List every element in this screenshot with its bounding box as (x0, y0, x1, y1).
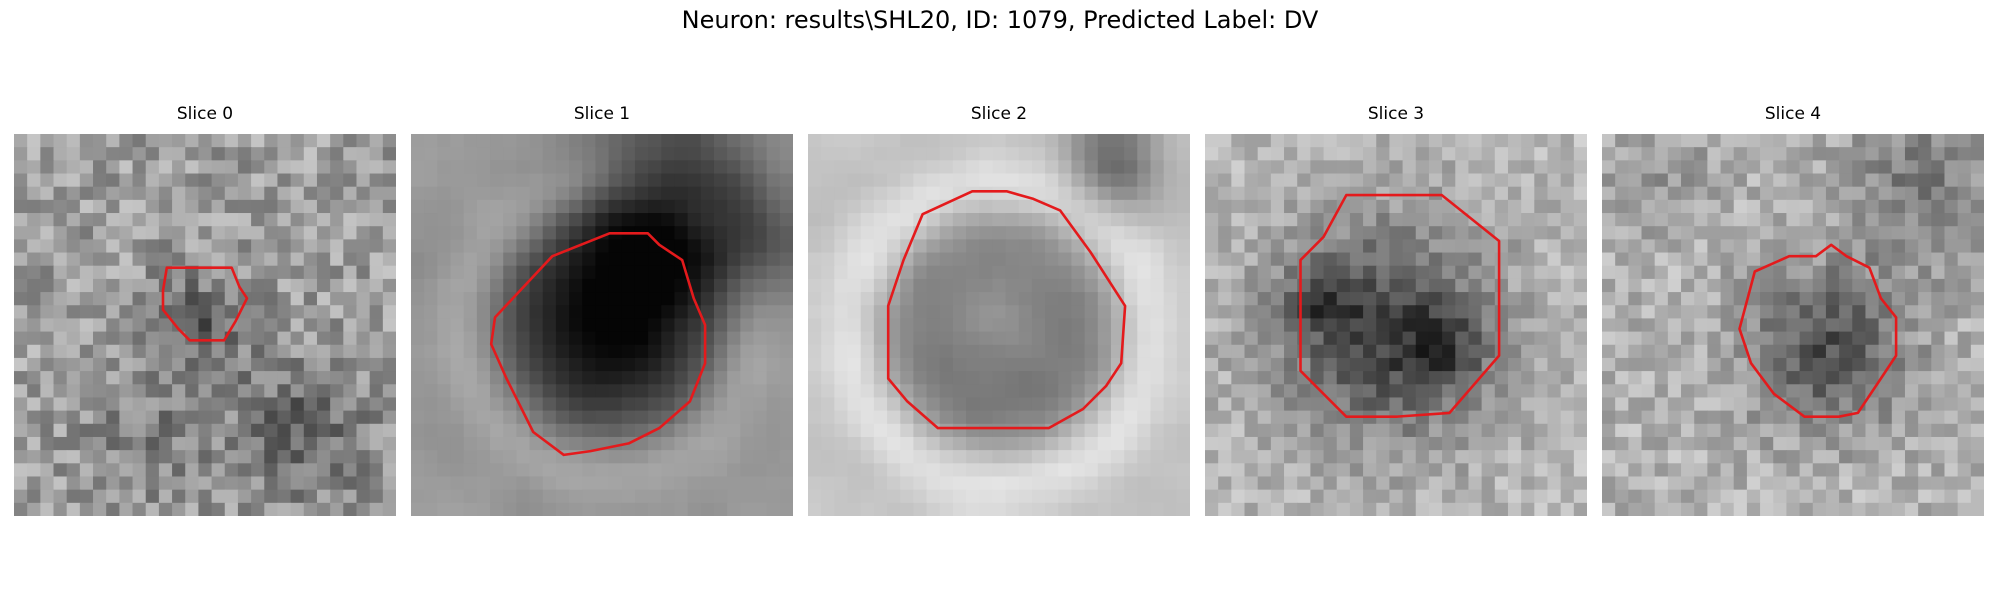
roi-contour (1738, 243, 1898, 419)
slice-image (808, 134, 1190, 516)
roi-contour (886, 189, 1127, 430)
slice-title: Slice 2 (970, 104, 1028, 124)
slice-image (1205, 134, 1587, 516)
slice-title: Slice 3 (1367, 104, 1425, 124)
slice-title: Slice 1 (573, 104, 631, 124)
roi-contour (161, 266, 249, 342)
slice-title: Slice 4 (1764, 104, 1822, 124)
slice-image (1602, 134, 1984, 516)
slice-image (14, 134, 396, 516)
roi-contour (1299, 193, 1501, 419)
figure-title: Neuron: results\SHL20, ID: 1079, Predict… (681, 6, 1319, 34)
slice-title: Slice 0 (176, 104, 234, 124)
slice-image (411, 134, 793, 516)
roi-contour (489, 232, 707, 457)
